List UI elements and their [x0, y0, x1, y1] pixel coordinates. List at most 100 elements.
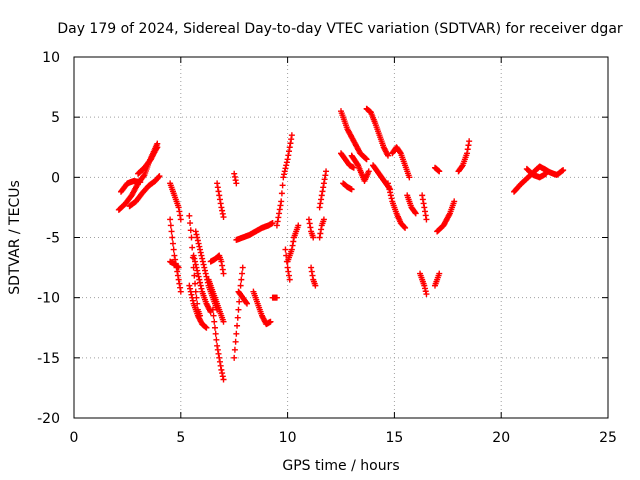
data-point [188, 234, 195, 241]
data-point [384, 180, 391, 187]
data-point [220, 376, 227, 383]
data-point [234, 322, 241, 329]
data-point [193, 231, 200, 238]
data-point [234, 314, 241, 321]
data-point [420, 200, 427, 207]
data-point [279, 182, 286, 189]
data-point [464, 150, 471, 157]
y-tick-label: -5 [46, 231, 60, 247]
y-tick-label: -15 [37, 351, 60, 367]
data-point [412, 210, 419, 217]
data-point [172, 256, 179, 263]
data-point [210, 312, 217, 319]
data-point [406, 174, 413, 181]
data-point [176, 280, 183, 287]
data-point [244, 300, 251, 307]
data-point [387, 189, 394, 196]
data-point [320, 184, 327, 191]
data-point [386, 186, 393, 193]
data-point [176, 208, 183, 215]
data-point [239, 264, 246, 271]
data-point [387, 192, 394, 199]
data-point [191, 272, 198, 279]
data-point [215, 188, 222, 195]
data-point [219, 266, 226, 273]
x-tick-labels: 0 5 10 15 20 25 [70, 430, 617, 446]
data-point [186, 282, 193, 289]
data-point [214, 180, 221, 187]
data-point [197, 246, 204, 253]
data-point [464, 146, 471, 153]
data-point [459, 163, 466, 170]
data-point [220, 270, 227, 277]
data-point [231, 354, 238, 361]
data-point [218, 258, 225, 265]
data-point [233, 180, 240, 187]
y-tick-label: -10 [37, 291, 60, 307]
data-point [194, 267, 201, 274]
data-point [195, 240, 202, 247]
data-point [274, 218, 281, 225]
data-point [295, 222, 302, 229]
data-point [174, 272, 181, 279]
data-point [451, 198, 458, 205]
data-point [286, 276, 293, 283]
data-point [401, 224, 408, 231]
data-point [307, 224, 314, 231]
data-point [317, 230, 324, 237]
data-point [203, 273, 210, 280]
data-point [211, 324, 218, 331]
data-point [218, 366, 225, 373]
data-point [318, 196, 325, 203]
data-point [196, 243, 203, 250]
data-point [278, 190, 285, 197]
data-point [194, 234, 201, 241]
data-point [186, 212, 193, 219]
data-point [188, 291, 195, 298]
data-point [348, 186, 355, 193]
data-point [219, 207, 226, 214]
data-point [243, 299, 250, 306]
data-point [177, 288, 184, 295]
data-point [319, 188, 326, 195]
data-point [236, 298, 243, 305]
data-point [388, 195, 395, 202]
x-tick-label: 20 [492, 430, 510, 446]
data-point [197, 279, 204, 286]
data-point [190, 252, 197, 259]
data-point [175, 204, 182, 211]
data-point [189, 297, 196, 304]
data-point [286, 148, 293, 155]
data-point [220, 214, 227, 221]
data-point [175, 264, 182, 271]
data-point [189, 294, 196, 301]
data-point [177, 212, 184, 219]
data-point [322, 172, 329, 179]
data-point [198, 285, 205, 292]
data-point [281, 171, 288, 178]
data-point [192, 258, 199, 265]
data-point [320, 180, 327, 187]
data-point [317, 200, 324, 207]
data-point [216, 196, 223, 203]
data-point [231, 346, 238, 353]
data-point [196, 276, 203, 283]
x-tick-label: 0 [70, 430, 79, 446]
data-point [195, 273, 202, 280]
data-point [276, 206, 283, 213]
data-point [466, 138, 473, 145]
data-point [192, 228, 199, 235]
data-point [436, 168, 443, 175]
data-point [215, 350, 222, 357]
data-point [237, 282, 244, 289]
data-point [199, 258, 206, 265]
data-point [192, 261, 199, 268]
data-point [202, 270, 209, 277]
data-point [211, 318, 218, 325]
y-axis-title: SDTVAR / TECUs [7, 180, 23, 295]
data-point [278, 198, 285, 205]
data-point [233, 330, 240, 337]
data-point [218, 204, 225, 211]
data-point [284, 156, 291, 163]
x-tick-label: 15 [385, 430, 403, 446]
